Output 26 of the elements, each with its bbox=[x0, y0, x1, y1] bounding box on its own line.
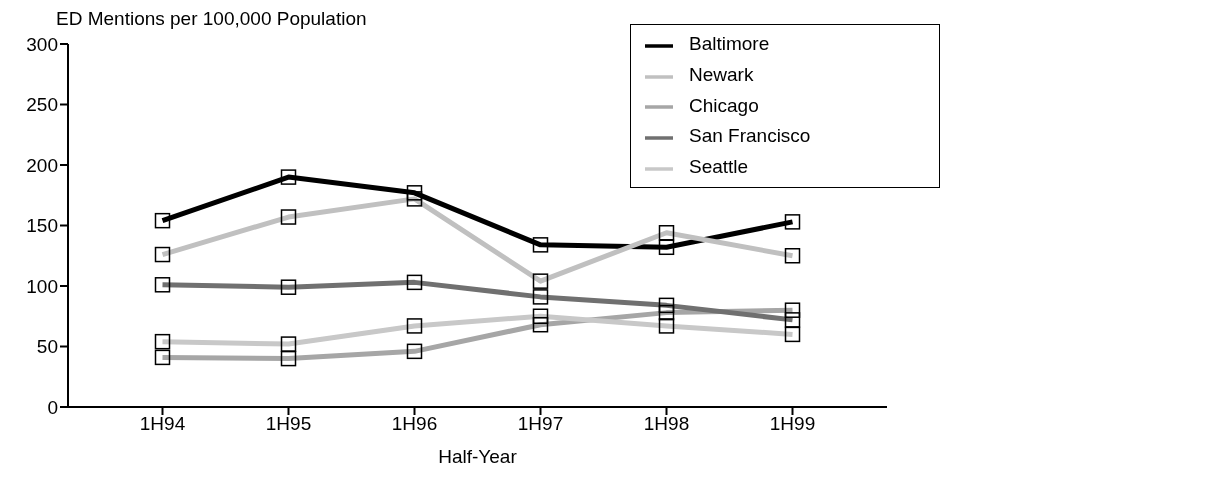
legend-label: Chicago bbox=[689, 94, 759, 116]
x-tick-label: 1H94 bbox=[139, 413, 186, 435]
legend-label: San Francisco bbox=[689, 125, 811, 147]
y-tick-label: 100 bbox=[26, 275, 58, 297]
point bbox=[280, 169, 297, 185]
point bbox=[784, 214, 801, 230]
x-tick-label: 1H97 bbox=[517, 413, 564, 435]
y-tick-label: 50 bbox=[36, 336, 58, 358]
point bbox=[406, 185, 423, 201]
legend-label: Baltimore bbox=[689, 33, 770, 54]
point bbox=[532, 237, 549, 253]
y-tick-label: 300 bbox=[26, 33, 58, 55]
x-tick-label: 1H95 bbox=[265, 413, 312, 435]
point bbox=[658, 239, 675, 256]
y-tick-label: 150 bbox=[26, 215, 58, 237]
y-tick-label: 0 bbox=[47, 396, 58, 418]
legend-label: Seattle bbox=[689, 156, 749, 178]
point bbox=[154, 212, 171, 229]
x-axis-title: Half-Year bbox=[438, 446, 518, 467]
y-axis-title: ED Mentions per 100,000 Population bbox=[56, 8, 367, 30]
x-tick-label: 1H96 bbox=[391, 413, 438, 435]
x-tick-label: 1H99 bbox=[769, 413, 816, 435]
legend-label: Newark bbox=[689, 63, 754, 85]
y-tick-label: 250 bbox=[26, 94, 58, 116]
y-tick-label: 200 bbox=[26, 154, 58, 176]
x-tick-label: 1H98 bbox=[643, 413, 690, 435]
